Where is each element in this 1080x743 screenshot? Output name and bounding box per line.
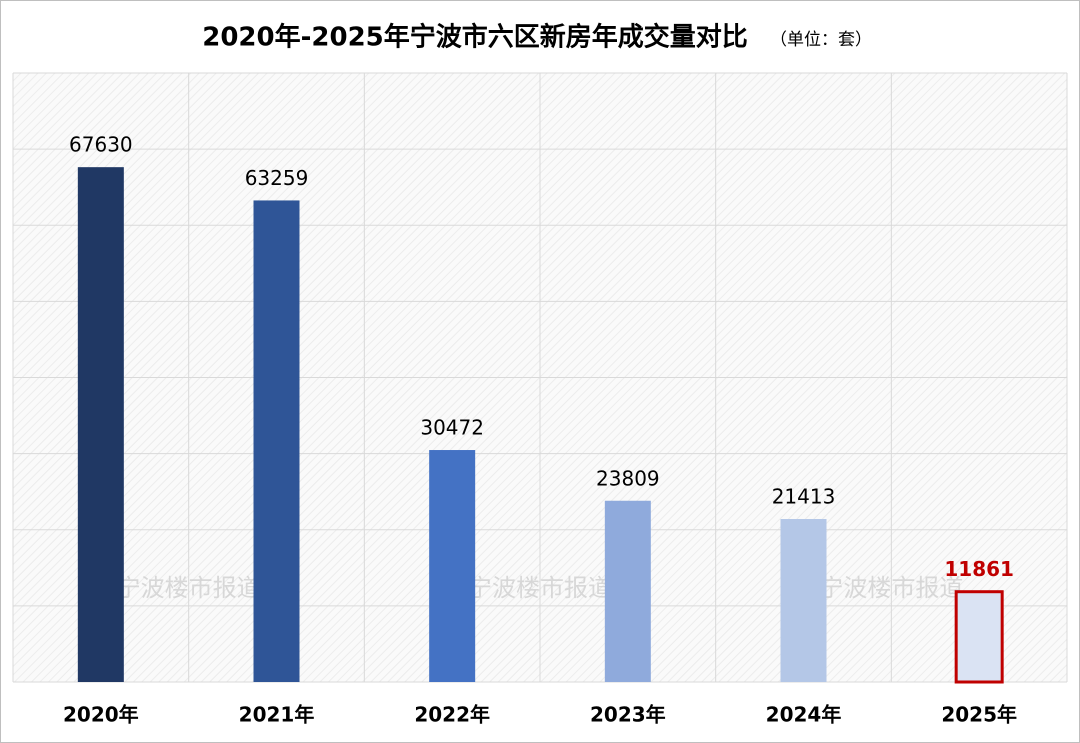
x-tick-label: 2025年 — [941, 703, 1017, 727]
x-tick-label: 2024年 — [766, 703, 842, 727]
bar — [429, 450, 476, 682]
data-label: 21413 — [772, 484, 836, 508]
watermark: 宁波楼市报道 — [468, 574, 612, 602]
watermark: 宁波楼市报道 — [819, 574, 963, 602]
data-label: 63259 — [245, 166, 309, 190]
bar — [954, 590, 1004, 684]
chart-subtitle: （单位：套） — [770, 30, 872, 50]
watermark: 宁波楼市报道 — [117, 574, 261, 602]
data-label: 11861 — [944, 557, 1014, 581]
bar — [780, 518, 827, 682]
data-label: 23809 — [596, 466, 660, 490]
x-tick-label: 2020年 — [63, 703, 139, 727]
bar — [253, 200, 300, 682]
chart-title: 2020年-2025年宁波市六区新房年成交量对比 — [202, 22, 748, 53]
data-label: 30472 — [420, 416, 484, 440]
bar — [77, 167, 124, 682]
data-label: 67630 — [69, 133, 133, 157]
x-tick-label: 2022年 — [414, 703, 490, 727]
x-tick-label: 2023年 — [590, 703, 666, 727]
bar — [604, 500, 651, 682]
x-tick-label: 2021年 — [239, 703, 315, 727]
